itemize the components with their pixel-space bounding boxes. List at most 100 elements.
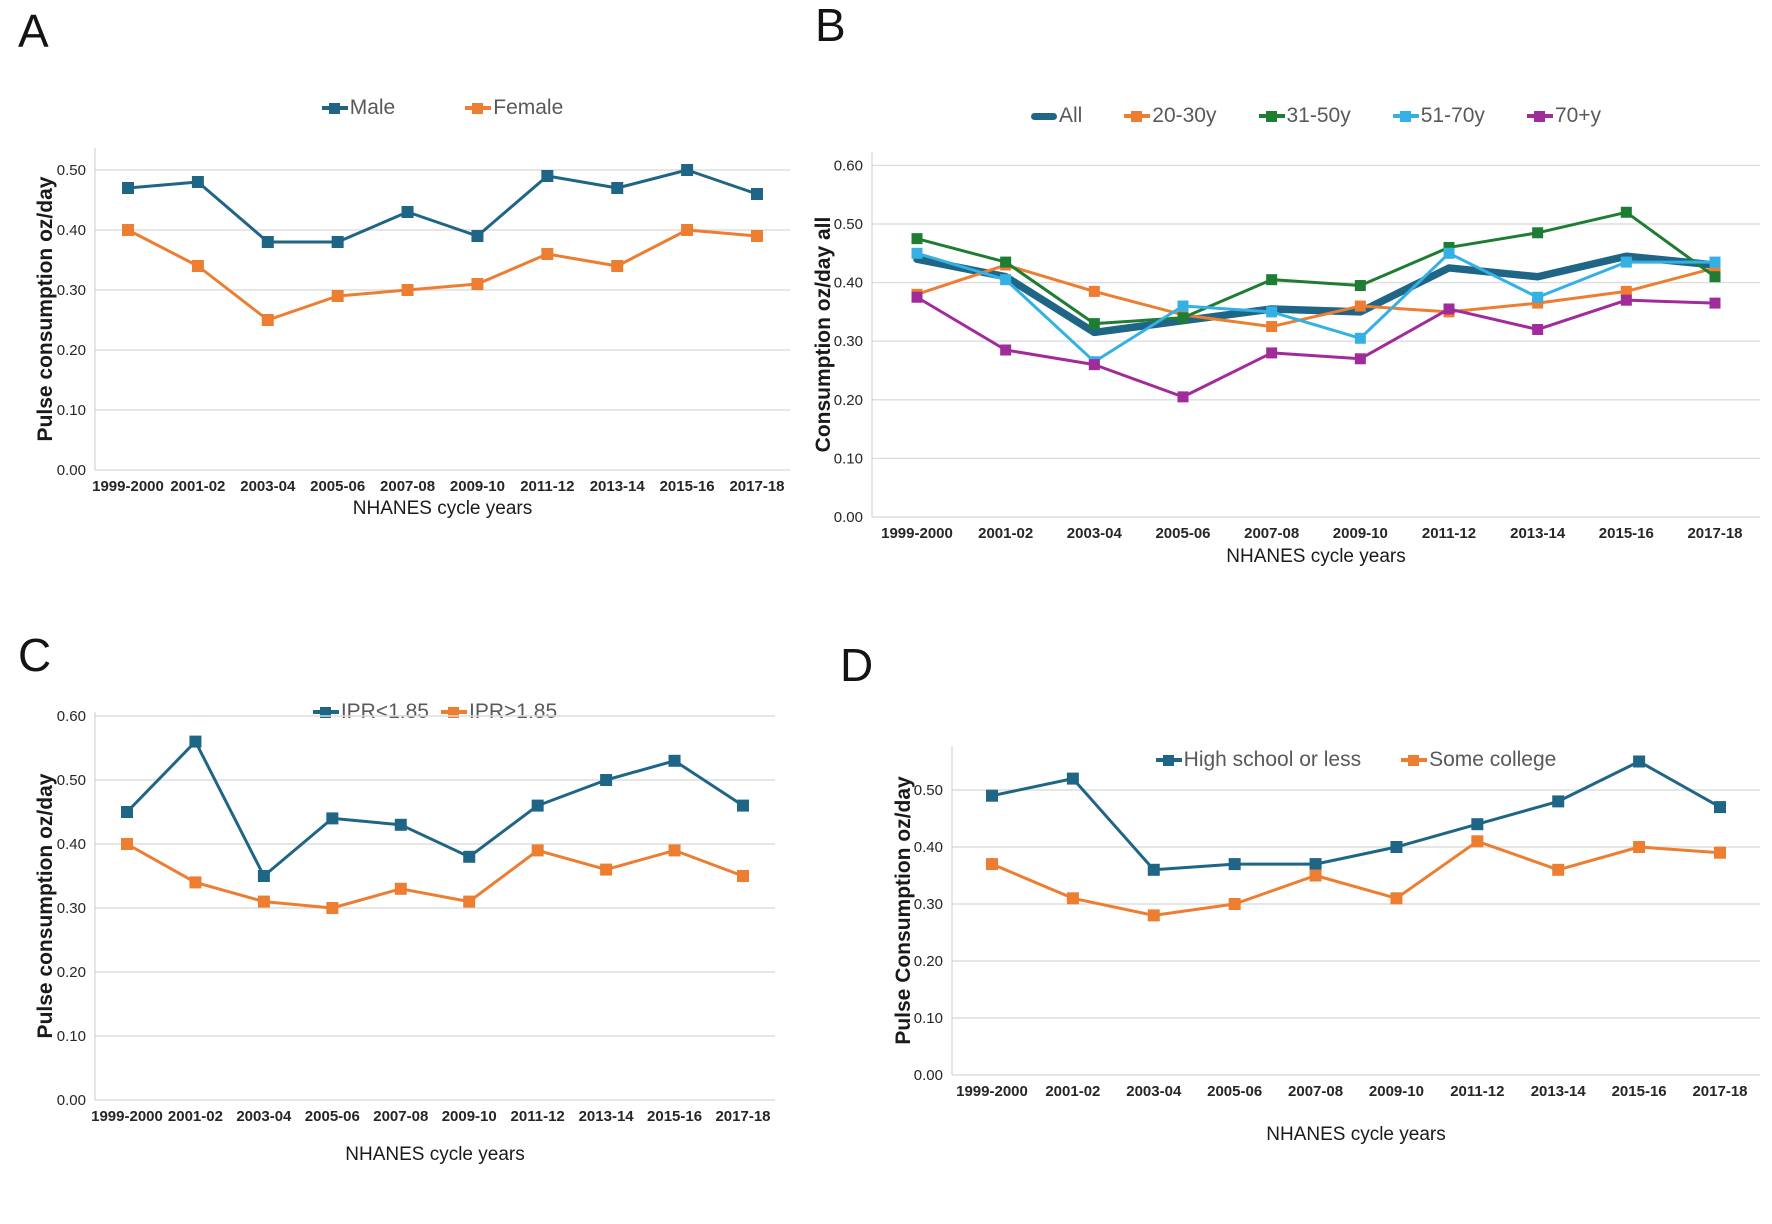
data-point-marker xyxy=(191,260,204,272)
y-tick-label: 0.50 xyxy=(834,216,863,233)
legend-line-marker-icon xyxy=(321,102,348,114)
data-point-marker xyxy=(1000,256,1012,268)
y-axis-title: Consumption oz/day all xyxy=(812,217,835,453)
data-point-marker xyxy=(326,812,339,825)
y-tick-label: 0.30 xyxy=(57,282,86,299)
data-point-marker xyxy=(401,206,414,218)
data-point-marker xyxy=(122,182,134,194)
data-point-marker xyxy=(1228,898,1241,910)
data-point-marker xyxy=(1000,344,1012,356)
series-line-ipr-1-85 xyxy=(125,842,745,910)
data-point-marker xyxy=(261,236,274,248)
legend-item-70-y: 70+y xyxy=(1526,104,1601,128)
panel-d-chart: 0.00 0.10 0.20 0.30 0.40 0.50 1999-2000 2001-02… xyxy=(892,746,1760,1145)
panel-c-letter: C xyxy=(18,629,52,681)
data-point-marker xyxy=(1709,262,1721,274)
data-point-marker xyxy=(1354,332,1366,344)
data-point-marker xyxy=(986,789,998,802)
data-point-marker xyxy=(1390,892,1403,905)
legend-line-marker-icon xyxy=(1392,110,1419,122)
data-point-marker xyxy=(1309,858,1322,871)
x-tick-label: 2017-18 xyxy=(729,478,784,495)
panel-d-legend: High school or less Some college xyxy=(952,748,1760,772)
data-point-marker xyxy=(463,895,476,908)
y-tick-label: 0.30 xyxy=(834,333,863,350)
data-point-marker xyxy=(1443,247,1455,259)
legend-line-marker-icon xyxy=(312,706,339,718)
y-tick-label: 0.20 xyxy=(57,342,86,359)
legend-label: Female xyxy=(493,96,564,119)
data-point-marker xyxy=(541,248,554,260)
x-axis-title: NHANES cycle years xyxy=(353,498,533,519)
legend-label: Male xyxy=(349,96,396,119)
y-tick-label: 0.60 xyxy=(834,157,863,174)
data-point-marker xyxy=(471,278,484,290)
data-point-marker xyxy=(1228,858,1241,871)
x-tick-label: 2011-12 xyxy=(1450,1083,1504,1100)
data-point-marker xyxy=(1532,297,1544,309)
data-point-marker xyxy=(1088,359,1100,371)
data-point-marker xyxy=(911,247,923,259)
data-point-marker xyxy=(1147,909,1160,922)
x-tick-label: 2011-12 xyxy=(1422,525,1476,542)
legend-item-20-30y: 20-30y xyxy=(1124,104,1217,128)
data-point-marker xyxy=(737,799,749,812)
data-point-marker xyxy=(751,188,763,200)
data-point-marker xyxy=(751,230,763,242)
legend-item-male: Male xyxy=(321,96,396,120)
series-line-male xyxy=(126,168,759,244)
legend-label: High school or less xyxy=(1183,748,1362,771)
legend-label: IPR>1.85 xyxy=(469,700,558,723)
data-point-marker xyxy=(257,870,270,882)
y-tick-label: 0.30 xyxy=(914,896,943,913)
data-point-marker xyxy=(531,844,544,857)
x-tick-label: 2003-04 xyxy=(240,478,296,495)
legend-label: 31-50y xyxy=(1286,104,1351,127)
y-tick-label: 0.40 xyxy=(834,275,863,292)
data-point-marker xyxy=(1709,256,1721,268)
legend-label: 20-30y xyxy=(1152,104,1217,127)
data-point-marker xyxy=(600,863,613,876)
x-tick-label: 2009-10 xyxy=(1333,525,1388,542)
series-line-20-30y xyxy=(915,263,1717,329)
legend-line-marker-icon xyxy=(1526,110,1553,122)
data-point-marker xyxy=(737,870,749,882)
data-point-marker xyxy=(1532,227,1544,239)
legend-line-marker-icon xyxy=(1155,754,1182,766)
series-line-all xyxy=(913,252,1719,337)
x-tick-label: 1999-2000 xyxy=(956,1083,1028,1100)
legend-label: Some college xyxy=(1429,748,1557,771)
y-tick-label: 0.10 xyxy=(914,1010,943,1027)
x-tick-label: 2011-12 xyxy=(520,478,574,495)
data-point-marker xyxy=(463,850,476,863)
y-tick-label: 0.50 xyxy=(914,782,943,799)
data-point-marker xyxy=(1354,280,1366,292)
data-point-marker xyxy=(531,799,544,812)
panel-c-chart: 0.00 0.10 0.20 0.30 0.40 0.50 0.60 1999-2000 200… xyxy=(34,708,775,1165)
data-point-marker xyxy=(668,844,681,857)
legend-line-marker-icon xyxy=(1124,110,1151,122)
x-tick-label: 2015-16 xyxy=(647,1108,702,1125)
x-tick-label: 2001-02 xyxy=(978,525,1033,542)
y-tick-label: 0.00 xyxy=(914,1067,943,1084)
data-point-marker xyxy=(1177,300,1189,312)
y-axis-title: Pulse consumption oz/day xyxy=(34,176,57,441)
data-point-marker xyxy=(189,876,202,889)
data-point-marker xyxy=(1266,321,1278,333)
x-axis-title: NHANES cycle years xyxy=(345,1144,525,1165)
y-tick-label: 0.40 xyxy=(914,839,943,856)
legend-item-ipr-1-85: IPR<1.85 xyxy=(312,700,429,724)
data-point-marker xyxy=(1088,285,1100,297)
panel-a: A Male Female 0.00 0.10 0.20 0.30 0.40 0.50 199… xyxy=(0,0,800,590)
data-point-marker xyxy=(1714,846,1726,859)
y-tick-label: 0.50 xyxy=(57,162,86,179)
series-line-high-school-or-less xyxy=(990,760,1722,872)
data-point-marker xyxy=(1620,206,1632,218)
panel-c: C IPR<1.85 IPR>1.85 0.00 0.10 0.20 0.30 0.40 0… xyxy=(0,590,800,1224)
panel-a-letter: A xyxy=(18,5,49,57)
x-tick-label: 2015-16 xyxy=(1612,1083,1667,1100)
data-point-marker xyxy=(1532,291,1544,303)
data-point-marker xyxy=(1309,869,1322,882)
data-point-marker xyxy=(1709,271,1721,283)
panel-b-letter: B xyxy=(815,0,846,51)
